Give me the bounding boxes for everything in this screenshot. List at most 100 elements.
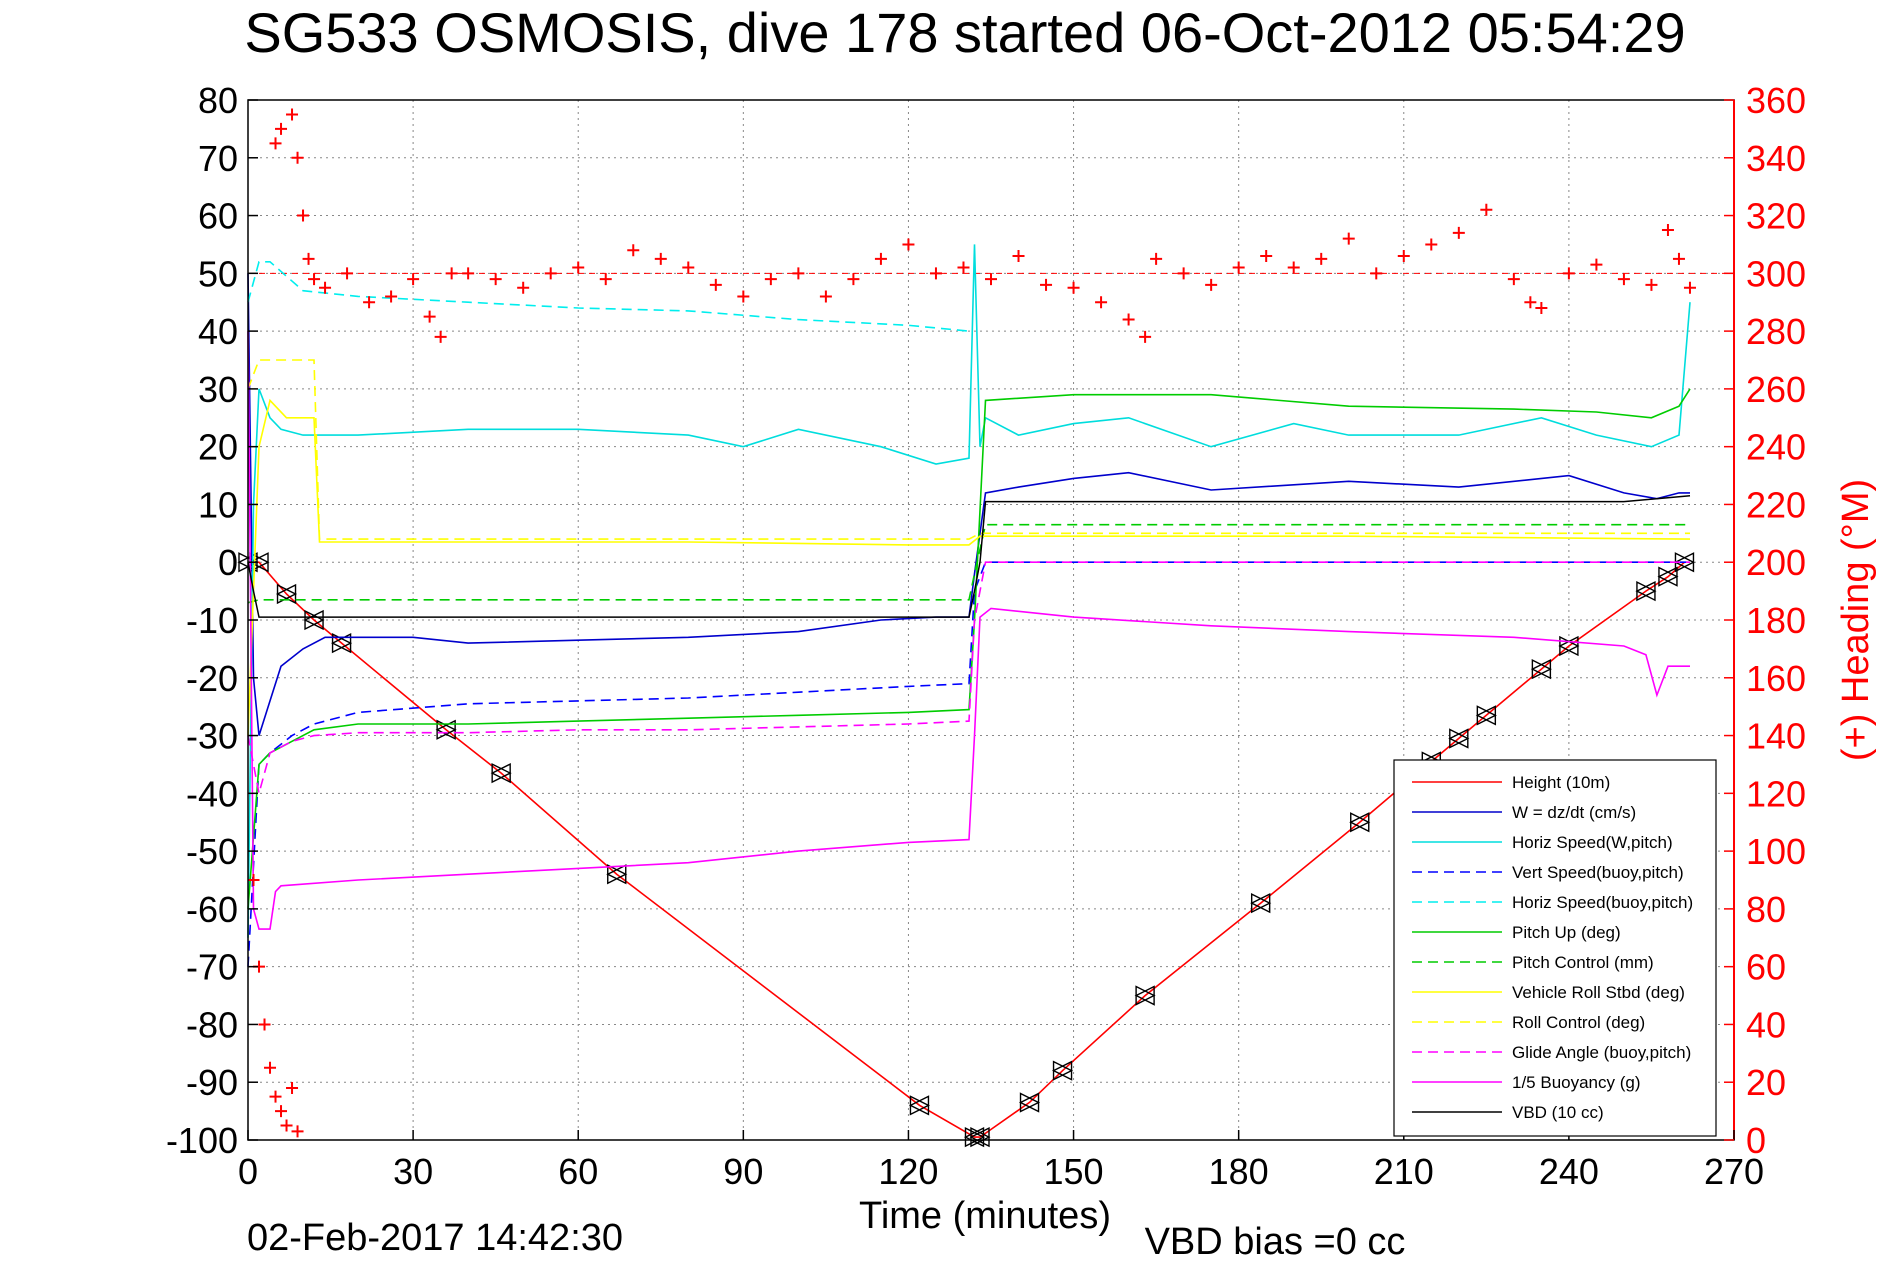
heading-point (1535, 302, 1548, 314)
right-tick-label: 260 (1746, 369, 1806, 410)
series-line-height (248, 561, 1686, 1138)
right-tick-label: 320 (1746, 196, 1806, 237)
height-marker (1051, 1060, 1073, 1081)
heading-point (957, 261, 970, 274)
legend-label: Roll Control (deg) (1512, 1013, 1645, 1032)
x-axis-label: Time (minutes) (859, 1195, 1111, 1237)
chart-title: SG533 OSMOSIS, dive 178 started 06-Oct-2… (244, 1, 1685, 64)
heading-point (291, 1125, 304, 1138)
footer-date: 02-Feb-2017 14:42:30 (247, 1217, 623, 1259)
heading-point (654, 252, 667, 265)
series-line-vbd (247, 495, 1691, 618)
heading-point (1012, 250, 1025, 262)
heading-point (1562, 267, 1575, 280)
heading-point (291, 151, 304, 164)
y-tick-label: 80 (198, 80, 238, 121)
height-marker (330, 632, 352, 654)
right-tick-label: 360 (1746, 80, 1806, 121)
series-line-horiz_buoy (247, 260, 970, 332)
y-tick-label: -40 (186, 773, 238, 814)
legend-label: Height (10m) (1512, 773, 1610, 792)
series-pitch_control (247, 523, 1690, 604)
y-tick-label: -90 (186, 1062, 238, 1103)
heading-point (1683, 281, 1696, 294)
right-tick-label: 200 (1746, 542, 1806, 583)
height-marker (1134, 985, 1155, 1006)
heading-point (599, 273, 612, 286)
height-marker (435, 719, 456, 740)
heading-point (280, 1119, 293, 1132)
right-tick-label: 120 (1746, 773, 1806, 814)
heading-point (1095, 296, 1108, 309)
right-tick-label: 60 (1746, 947, 1786, 988)
right-tick-label: 140 (1746, 716, 1806, 757)
x-tick-label: 210 (1374, 1151, 1434, 1192)
heading-point (1287, 261, 1300, 274)
x-tick-label: 0 (238, 1151, 258, 1192)
y-tick-label: -30 (186, 716, 238, 757)
tick-labels: 0 30 60 90 120 150 180 210 240 270 80 70 60 50 40 30 20 1… (166, 80, 1806, 1192)
heading-point (462, 267, 475, 280)
heading-point (258, 1018, 271, 1031)
height-marker (1673, 552, 1695, 573)
right-tick-label: 100 (1746, 831, 1806, 872)
right-tick-label: 80 (1746, 889, 1786, 930)
y-tick-label: -50 (186, 831, 238, 872)
heading-point (286, 1082, 299, 1094)
heading-point (1315, 252, 1328, 265)
series-line-horiz_w (247, 244, 1691, 938)
height-marker (963, 1126, 985, 1148)
heading-point (1150, 252, 1163, 265)
heading-point (1590, 258, 1603, 271)
right-axis-label: (+) Heading (°M) (1835, 479, 1877, 761)
heading-point (1177, 267, 1190, 280)
series-line-pitch_control (247, 523, 1690, 604)
heading-point (275, 122, 288, 135)
heading-point (341, 267, 354, 280)
heading-point (1452, 226, 1465, 239)
right-tick-label: 20 (1746, 1062, 1786, 1103)
heading-point (1122, 313, 1135, 326)
legend-label: Horiz Speed(buoy,pitch) (1512, 893, 1693, 912)
heading-point (682, 261, 695, 274)
series-vbd (247, 495, 1691, 618)
heading-point (874, 252, 887, 265)
series-line-roll_control (247, 359, 1690, 540)
heading-point (929, 267, 942, 280)
heading-point (319, 281, 332, 294)
right-tick-label: 280 (1746, 311, 1806, 352)
y-tick-label: -70 (186, 947, 238, 988)
heading-point (1397, 250, 1410, 262)
heading-point (764, 273, 777, 286)
heading-point (1342, 232, 1355, 245)
heading-point (247, 874, 260, 886)
heading-point (297, 209, 310, 222)
height-marker (275, 583, 297, 605)
series-pitch_up (247, 388, 1691, 909)
heading-point (445, 267, 458, 280)
heading-point (269, 137, 282, 150)
x-tick-label: 270 (1704, 1151, 1764, 1192)
series-horiz_w (247, 244, 1691, 938)
series-heading (247, 874, 304, 1138)
heading-point (517, 281, 530, 294)
x-tick-label: 150 (1044, 1151, 1104, 1192)
legend-label: Vehicle Roll Stbd (deg) (1512, 983, 1685, 1002)
height-marker (1250, 892, 1271, 914)
series-horiz_buoy (247, 260, 970, 332)
heading-point (1205, 278, 1218, 291)
y-tick-label: 60 (198, 196, 238, 237)
x-tick-label: 30 (393, 1151, 433, 1192)
series-roll_control (247, 359, 1690, 540)
height-marker (1475, 705, 1497, 726)
right-tick-label: 160 (1746, 658, 1806, 699)
heading-point (1507, 273, 1520, 286)
heading-point (1260, 250, 1273, 262)
y-tick-label: 10 (198, 484, 238, 525)
heading-point (1645, 278, 1658, 291)
heading-point (1672, 252, 1685, 265)
y-tick-label: 0 (218, 542, 238, 583)
legend-label: Glide Angle (buoy,pitch) (1512, 1043, 1691, 1062)
heading-point (1232, 261, 1245, 274)
y-tick-label: 40 (198, 311, 238, 352)
